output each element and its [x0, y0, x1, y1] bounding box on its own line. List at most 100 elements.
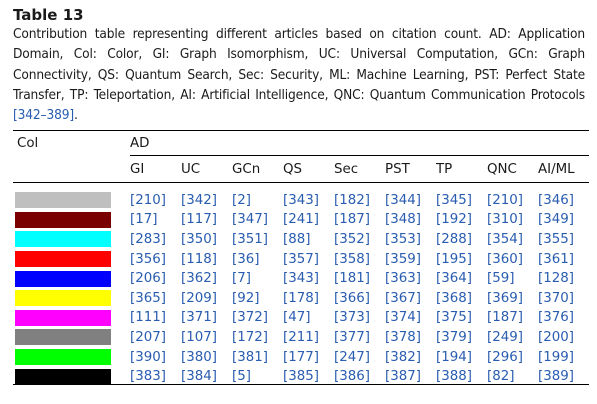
citation-link[interactable]: [247] — [334, 349, 371, 365]
citation-link[interactable]: [370] — [538, 290, 575, 306]
citation-link[interactable]: [249] — [487, 329, 524, 345]
citation-link[interactable]: [376] — [538, 310, 575, 326]
citation-link[interactable]: [172] — [232, 329, 269, 345]
citation-link[interactable]: [363] — [385, 271, 422, 287]
citation-link[interactable]: [187] — [334, 212, 371, 228]
citation-link[interactable]: [374] — [385, 310, 422, 326]
citation-link[interactable]: [346] — [538, 192, 575, 208]
citation-link[interactable]: [241] — [283, 212, 320, 228]
citation-link[interactable]: [177] — [283, 349, 320, 365]
group-underline-row — [13, 155, 590, 157]
citation-link[interactable]: [380] — [181, 349, 218, 365]
citation-link[interactable]: [88] — [283, 231, 311, 247]
color-cell — [13, 210, 130, 230]
citation-link[interactable]: [192] — [436, 212, 473, 228]
citation-link[interactable]: [343] — [283, 271, 320, 287]
citation-link[interactable]: [17] — [130, 212, 158, 228]
citation-link[interactable]: [387] — [385, 369, 422, 385]
citation-link[interactable]: [382] — [385, 349, 422, 365]
citation-link[interactable]: [383] — [130, 369, 167, 385]
citation-link[interactable]: [386] — [334, 369, 371, 385]
citation-link[interactable]: [352] — [334, 231, 371, 247]
citation-link[interactable]: [364] — [436, 271, 473, 287]
citation-link[interactable]: [117] — [181, 212, 218, 228]
citation-link[interactable]: [207] — [130, 329, 167, 345]
citation-link[interactable]: [111] — [130, 310, 167, 326]
citation-link[interactable]: [381] — [232, 349, 269, 365]
citation-link[interactable]: [357] — [283, 251, 320, 267]
citation-link[interactable]: [368] — [436, 290, 473, 306]
citation-link[interactable]: [377] — [334, 329, 371, 345]
col-header: Col — [17, 135, 39, 151]
citation-link[interactable]: [347] — [232, 212, 269, 228]
citation-link[interactable]: [371] — [181, 310, 218, 326]
citation-link[interactable]: [118] — [181, 251, 218, 267]
citation-link[interactable]: [210] — [130, 192, 167, 208]
citation-link[interactable]: [375] — [436, 310, 473, 326]
citation-link[interactable]: [128] — [538, 271, 575, 287]
citation-link[interactable]: [206] — [130, 271, 167, 287]
citation-link[interactable]: [342] — [181, 192, 218, 208]
table-label: Table 13 — [13, 6, 84, 24]
citation-link[interactable]: [344] — [385, 192, 422, 208]
citation-link[interactable]: [182] — [334, 192, 371, 208]
table-row: [207] [107] [172] [211] [377] [378] [379] [249]… — [13, 328, 589, 348]
citation-link[interactable]: [211] — [283, 329, 320, 345]
citation-link[interactable]: [82] — [487, 369, 515, 385]
citation-link[interactable]: [384] — [181, 369, 218, 385]
citation-link[interactable]: [372] — [232, 310, 269, 326]
citation-link[interactable]: [5] — [232, 369, 251, 385]
citation-link[interactable]: [365] — [130, 290, 167, 306]
citation-link[interactable]: [181] — [334, 271, 371, 287]
citation-link[interactable]: [7] — [232, 271, 251, 287]
citation-link[interactable]: [361] — [538, 251, 575, 267]
table-bottom-rule — [13, 384, 589, 385]
citation-link[interactable]: [379] — [436, 329, 473, 345]
citation-link[interactable]: [369] — [487, 290, 524, 306]
citation-link[interactable]: [283] — [130, 231, 167, 247]
citation-link[interactable]: [310] — [487, 212, 524, 228]
table-caption: Contribution table representing differen… — [13, 24, 585, 125]
citation-link[interactable]: [194] — [436, 349, 473, 365]
citation-link[interactable]: [288] — [436, 231, 473, 247]
caption-reference-link[interactable]: [342–389] — [13, 107, 74, 124]
citation-link[interactable]: [343] — [283, 192, 320, 208]
citation-link[interactable]: [360] — [487, 251, 524, 267]
citation-link[interactable]: [355] — [538, 231, 575, 247]
citation-link[interactable]: [195] — [436, 251, 473, 267]
citation-link[interactable]: [358] — [334, 251, 371, 267]
citation-link[interactable]: [200] — [538, 329, 575, 345]
citation-link[interactable]: [209] — [181, 290, 218, 306]
citation-link[interactable]: [389] — [538, 369, 575, 385]
citation-link[interactable]: [359] — [385, 251, 422, 267]
citation-link[interactable]: [178] — [283, 290, 320, 306]
citation-link[interactable]: [199] — [538, 349, 575, 365]
citation-link[interactable]: [354] — [487, 231, 524, 247]
citation-link[interactable]: [351] — [232, 231, 269, 247]
citation-link[interactable]: [367] — [385, 290, 422, 306]
citation-link[interactable]: [349] — [538, 212, 575, 228]
citation-link[interactable]: [47] — [283, 310, 311, 326]
citation-link[interactable]: [353] — [385, 231, 422, 247]
citation-link[interactable]: [92] — [232, 290, 260, 306]
citation-link[interactable]: [356] — [130, 251, 167, 267]
citation-link[interactable]: [362] — [181, 271, 218, 287]
citation-link[interactable]: [390] — [130, 349, 167, 365]
header-rule-row — [13, 182, 590, 184]
citation-link[interactable]: [385] — [283, 369, 320, 385]
citation-link[interactable]: [350] — [181, 231, 218, 247]
citation-link[interactable]: [59] — [487, 271, 515, 287]
citation-link[interactable]: [187] — [487, 310, 524, 326]
citation-link[interactable]: [378] — [385, 329, 422, 345]
citation-link[interactable]: [296] — [487, 349, 524, 365]
citation-link[interactable]: [348] — [385, 212, 422, 228]
citation-link[interactable]: [36] — [232, 251, 260, 267]
citation-link[interactable]: [373] — [334, 310, 371, 326]
color-cell — [13, 288, 130, 308]
citation-link[interactable]: [366] — [334, 290, 371, 306]
citation-link[interactable]: [107] — [181, 329, 218, 345]
citation-link[interactable]: [2] — [232, 192, 251, 208]
citation-link[interactable]: [345] — [436, 192, 473, 208]
citation-link[interactable]: [210] — [487, 192, 524, 208]
citation-link[interactable]: [388] — [436, 369, 473, 385]
